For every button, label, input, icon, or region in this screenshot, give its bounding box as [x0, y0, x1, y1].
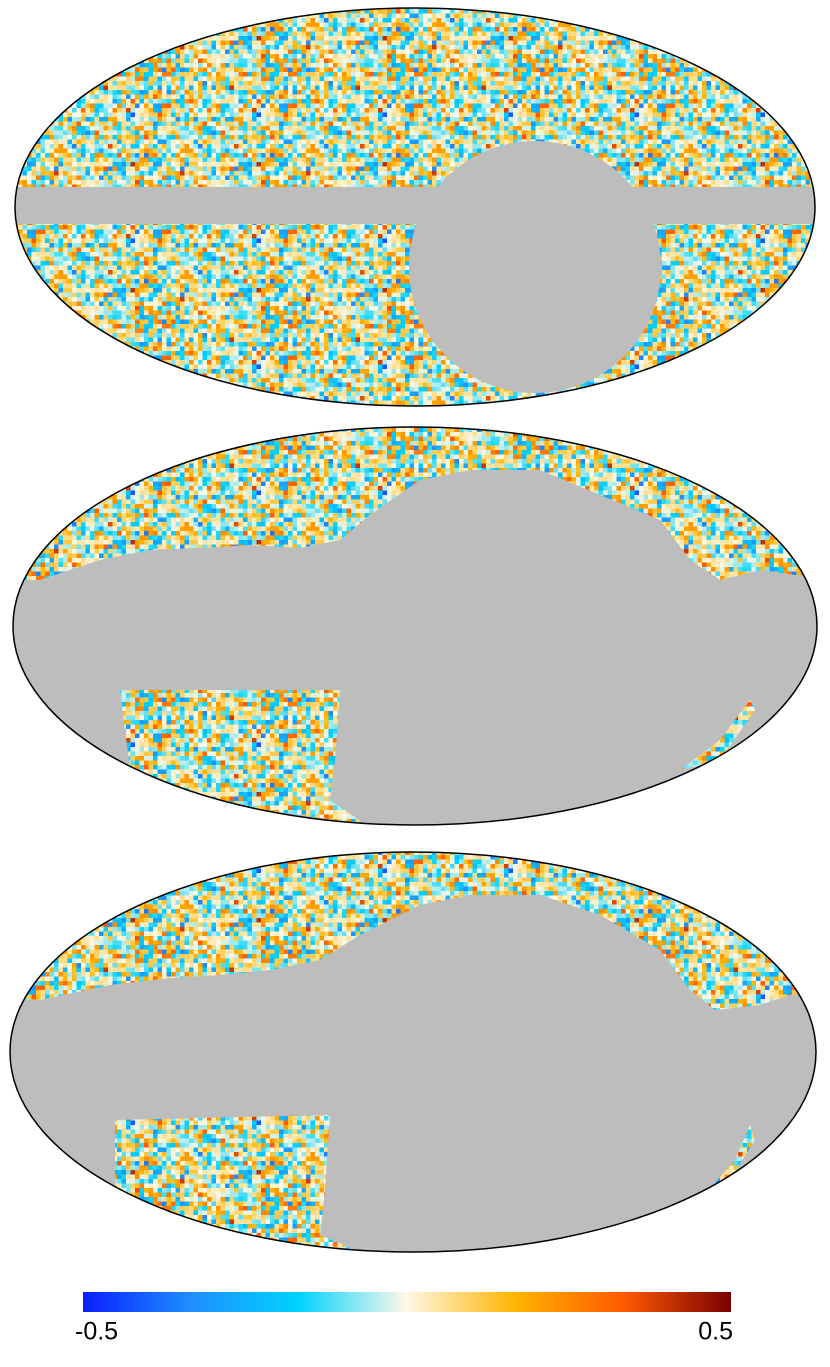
- sky-map: [14, 7, 816, 407]
- map-outline: [12, 426, 818, 826]
- colorbar: [83, 1292, 731, 1312]
- colorbar-tick-label: 0.5: [698, 1318, 733, 1346]
- colorbar-tick-label: -0.5: [75, 1318, 118, 1346]
- map-outline: [9, 851, 817, 1253]
- map-outline: [14, 7, 816, 407]
- sky-map: [12, 426, 818, 826]
- sky-map: [9, 851, 817, 1253]
- mask: [409, 141, 661, 393]
